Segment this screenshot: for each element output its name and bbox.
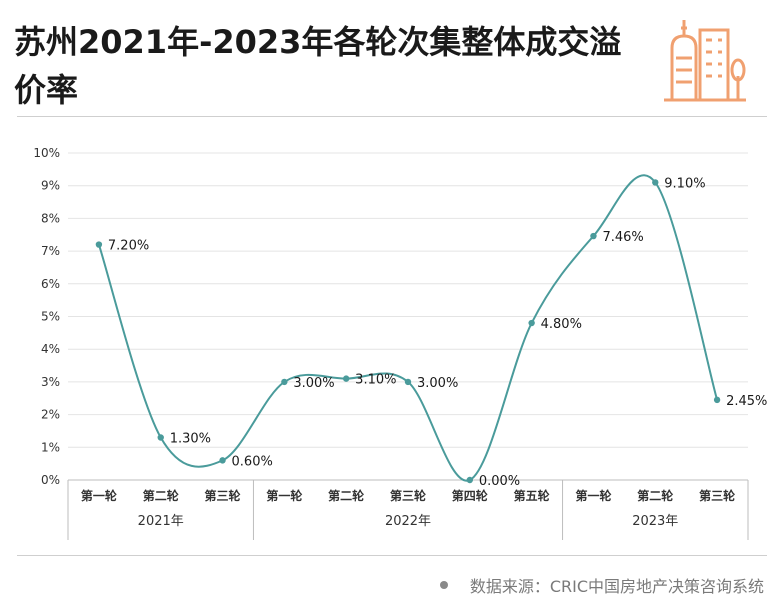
y-tick-label: 2% bbox=[41, 408, 60, 422]
y-tick-label: 4% bbox=[41, 342, 60, 356]
premium-rate-line-chart: 0% 1% 2% 3% 4% 5% 6% 7% 8% 9% 10% 第一轮 第二轮 第三轮 第一轮 第二轮 第三… bbox=[33, 146, 767, 540]
y-tick-label: 6% bbox=[41, 277, 60, 291]
data-label: 3.10% bbox=[355, 373, 396, 388]
data-point bbox=[404, 378, 412, 386]
y-tick-label: 0% bbox=[41, 473, 60, 487]
y-tick-label: 8% bbox=[41, 211, 60, 225]
x-tick-label: 第五轮 bbox=[514, 488, 551, 503]
x-tick-label: 第四轮 bbox=[452, 488, 489, 503]
data-point bbox=[713, 396, 721, 404]
data-point bbox=[157, 434, 164, 441]
y-tick-label: 1% bbox=[41, 440, 60, 454]
x-tick-label: 第二轮 bbox=[143, 488, 180, 503]
x-tick-label: 第三轮 bbox=[205, 488, 242, 503]
y-tick-label: 3% bbox=[41, 375, 60, 389]
x-tick-label: 第三轮 bbox=[699, 488, 736, 503]
x-tick-label: 第一轮 bbox=[575, 488, 612, 503]
page-title: 苏州2021年-2023年各轮次集整体成交溢价率 bbox=[14, 23, 622, 109]
x-tick-label: 第二轮 bbox=[637, 488, 674, 503]
data-label: 3.00% bbox=[417, 376, 458, 391]
y-tick-label: 5% bbox=[41, 310, 60, 324]
data-point bbox=[652, 179, 659, 186]
data-label: 1.30% bbox=[170, 431, 211, 446]
data-point bbox=[466, 476, 474, 484]
data-point bbox=[281, 378, 288, 386]
y-tick-label: 10% bbox=[33, 146, 60, 160]
data-point bbox=[95, 241, 103, 248]
data-label: 0.00% bbox=[479, 474, 520, 489]
x-group-label: 2021年 bbox=[138, 514, 184, 529]
building-logo-icon bbox=[664, 20, 746, 102]
source-text: 数据来源：CRIC中国房地产决策咨询系统 bbox=[469, 577, 764, 596]
data-label: 3.00% bbox=[293, 376, 334, 391]
data-point bbox=[590, 232, 597, 240]
x-group-label: 2022年 bbox=[385, 514, 431, 529]
x-tick-label: 第三轮 bbox=[390, 488, 427, 503]
data-label: 7.46% bbox=[602, 230, 643, 245]
y-tick-label: 7% bbox=[41, 244, 60, 258]
data-label: 7.20% bbox=[108, 239, 149, 254]
x-group-label: 2023年 bbox=[632, 514, 678, 529]
y-tick-label: 9% bbox=[41, 179, 60, 193]
x-tick-label: 第一轮 bbox=[266, 488, 303, 503]
header-divider bbox=[17, 116, 767, 117]
data-label: 0.60% bbox=[232, 454, 273, 469]
data-point bbox=[528, 319, 535, 327]
x-tick-label: 第二轮 bbox=[328, 488, 365, 503]
data-label: 4.80% bbox=[541, 317, 582, 332]
series-line bbox=[97, 174, 719, 482]
footer-divider bbox=[17, 555, 767, 556]
data-label: 9.10% bbox=[664, 176, 705, 191]
data-point bbox=[219, 457, 226, 464]
data-point bbox=[342, 375, 350, 382]
data-label: 2.45% bbox=[726, 394, 767, 409]
source-note: 数据来源：CRIC中国房地产决策咨询系统 bbox=[439, 573, 764, 597]
x-tick-label: 第一轮 bbox=[81, 488, 118, 503]
bullet-dot-icon bbox=[439, 581, 448, 589]
